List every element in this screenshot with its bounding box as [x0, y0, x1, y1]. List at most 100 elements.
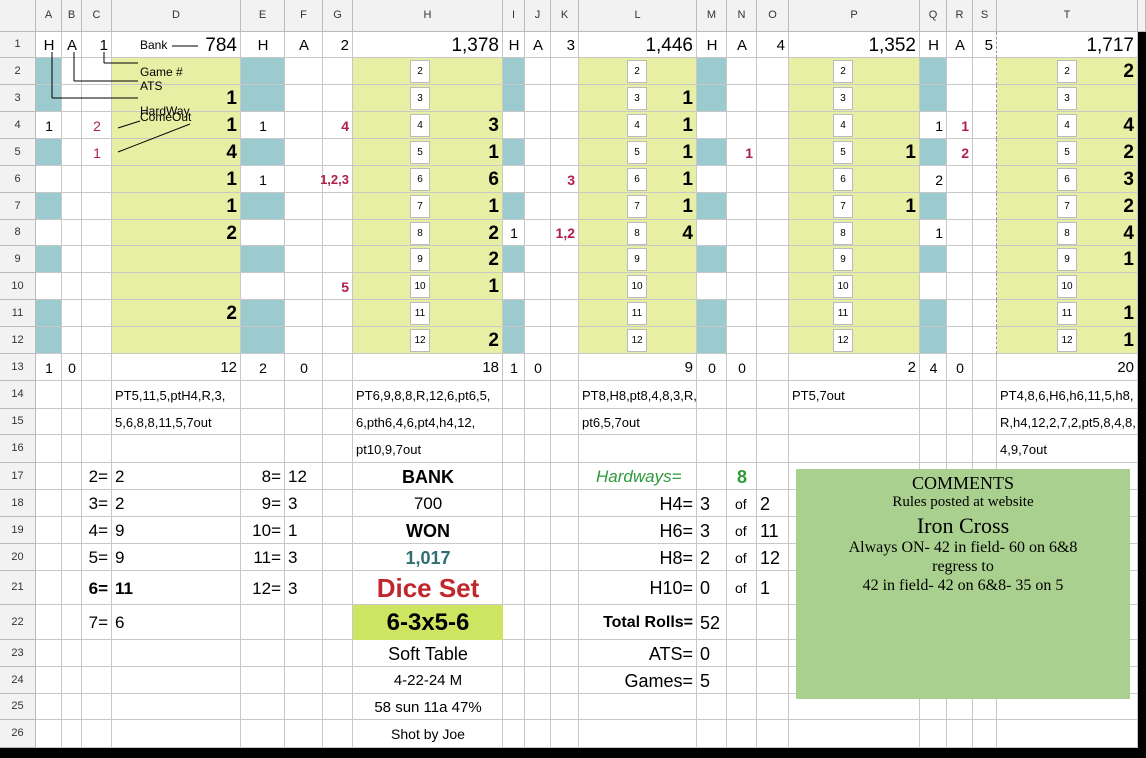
cell-D21[interactable] [112, 571, 241, 605]
row-header[interactable]: 3 [0, 85, 36, 112]
cell-M15[interactable] [697, 409, 727, 435]
column-header[interactable]: C [82, 0, 112, 32]
cell-F11[interactable] [285, 300, 323, 327]
cell-P26[interactable] [789, 720, 920, 748]
cell-K7[interactable] [551, 193, 579, 220]
cell-D18[interactable] [112, 490, 241, 517]
cell-J11[interactable] [525, 300, 551, 327]
cell-K6[interactable] [551, 166, 579, 193]
cell-F1[interactable] [285, 32, 323, 58]
cell-A21[interactable] [36, 571, 62, 605]
cell-F6[interactable] [285, 166, 323, 193]
cell-B16[interactable] [62, 435, 82, 463]
cell-F19[interactable] [285, 517, 323, 544]
cell-M10[interactable] [697, 273, 727, 300]
row-header[interactable]: 8 [0, 220, 36, 246]
cell-O21[interactable] [757, 571, 789, 605]
cell-A9[interactable] [36, 246, 62, 273]
cell-I21[interactable] [503, 571, 525, 605]
cell-T14[interactable] [997, 381, 1138, 409]
cell-N8[interactable] [727, 220, 757, 246]
cell-C26[interactable] [82, 720, 112, 748]
cell-S7[interactable] [973, 193, 997, 220]
cell-O5[interactable] [757, 139, 789, 166]
cell-G22[interactable] [323, 605, 353, 640]
cell-M11[interactable] [697, 300, 727, 327]
cell-C1[interactable] [82, 32, 112, 58]
cell-E18[interactable] [241, 490, 285, 517]
cell-S15[interactable] [973, 409, 997, 435]
cell-E4[interactable] [241, 112, 285, 139]
cell-C22[interactable] [82, 605, 112, 640]
cell-F12[interactable] [285, 327, 323, 354]
cell-I20[interactable] [503, 544, 525, 571]
cell-O23[interactable] [757, 640, 789, 667]
cell-N2[interactable] [727, 58, 757, 85]
cell-K11[interactable] [551, 300, 579, 327]
cell-R26[interactable] [947, 720, 973, 748]
cell-J25[interactable] [525, 694, 551, 720]
cell-E13[interactable] [241, 354, 285, 381]
cell-L25[interactable] [579, 694, 697, 720]
cell-N13[interactable] [727, 354, 757, 381]
cell-I24[interactable] [503, 667, 525, 694]
cell-S2[interactable] [973, 58, 997, 85]
column-header[interactable]: G [323, 0, 353, 32]
cell-R3[interactable] [947, 85, 973, 112]
cell-F17[interactable] [285, 463, 323, 490]
cell-Q2[interactable] [920, 58, 947, 85]
cell-E21[interactable] [241, 571, 285, 605]
cell-K15[interactable] [551, 409, 579, 435]
cell-D10[interactable] [112, 273, 241, 300]
cell-C17[interactable] [82, 463, 112, 490]
cell-B5[interactable] [62, 139, 82, 166]
cell-S13[interactable] [973, 354, 997, 381]
column-header[interactable]: I [503, 0, 525, 32]
cell-E15[interactable] [241, 409, 285, 435]
cell-E1[interactable] [241, 32, 285, 58]
cell-K20[interactable] [551, 544, 579, 571]
cell-J3[interactable] [525, 85, 551, 112]
cell-A14[interactable] [36, 381, 62, 409]
cell-N4[interactable] [727, 112, 757, 139]
cell-H17[interactable] [353, 463, 503, 490]
column-header[interactable]: B [62, 0, 82, 32]
row-header[interactable]: 23 [0, 640, 36, 667]
cell-N18[interactable] [727, 490, 757, 517]
cell-K14[interactable] [551, 381, 579, 409]
cell-A24[interactable] [36, 667, 62, 694]
cell-J2[interactable] [525, 58, 551, 85]
cell-O19[interactable] [757, 517, 789, 544]
cell-M7[interactable] [697, 193, 727, 220]
cell-G2[interactable] [323, 58, 353, 85]
cell-S5[interactable] [973, 139, 997, 166]
cell-C6[interactable] [82, 166, 112, 193]
cell-A16[interactable] [36, 435, 62, 463]
cell-R2[interactable] [947, 58, 973, 85]
cell-M3[interactable] [697, 85, 727, 112]
cell-J20[interactable] [525, 544, 551, 571]
cell-A1[interactable] [36, 32, 62, 58]
cell-N22[interactable] [727, 605, 757, 640]
cell-Q15[interactable] [920, 409, 947, 435]
cell-O1[interactable] [757, 32, 789, 58]
cell-P6[interactable] [789, 166, 920, 193]
cell-B18[interactable] [62, 490, 82, 517]
cell-E5[interactable] [241, 139, 285, 166]
cell-D25[interactable] [112, 694, 241, 720]
cell-G17[interactable] [323, 463, 353, 490]
cell-K24[interactable] [551, 667, 579, 694]
cell-B9[interactable] [62, 246, 82, 273]
cell-J16[interactable] [525, 435, 551, 463]
cell-A2[interactable] [36, 58, 62, 85]
cell-F22[interactable] [285, 605, 323, 640]
cell-F24[interactable] [285, 667, 323, 694]
cell-M21[interactable] [697, 571, 727, 605]
cell-Q7[interactable] [920, 193, 947, 220]
cell-C21[interactable] [82, 571, 112, 605]
cell-I11[interactable] [503, 300, 525, 327]
cell-O14[interactable] [757, 381, 789, 409]
cell-B12[interactable] [62, 327, 82, 354]
cell-N17[interactable] [727, 463, 757, 490]
cell-R8[interactable] [947, 220, 973, 246]
